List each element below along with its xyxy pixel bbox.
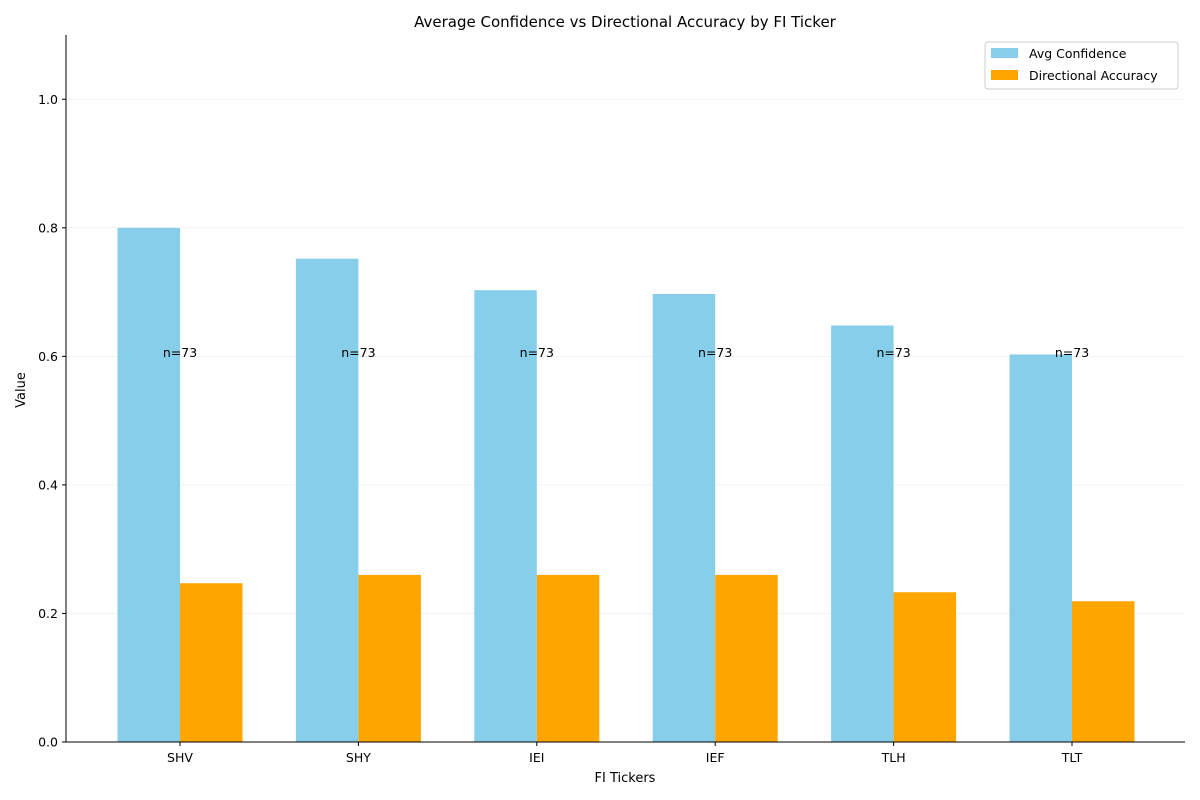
sample-size-label: n=73: [876, 345, 910, 360]
x-tick-label: SHY: [346, 750, 371, 765]
y-tick-label: 0.2: [38, 606, 58, 621]
bar-avg-confidence: [1009, 354, 1072, 742]
y-tick-label: 0.0: [38, 735, 58, 750]
sample-size-label: n=73: [698, 345, 732, 360]
x-tick-label: TLT: [1061, 750, 1083, 765]
sample-size-label: n=73: [520, 345, 554, 360]
annotations: n=73 n=73 n=73 n=73 n=73 n=73: [163, 345, 1089, 360]
legend-label-directional-accuracy: Directional Accuracy: [1029, 68, 1158, 83]
bar-directional-accuracy: [358, 574, 421, 742]
sample-size-label: n=73: [341, 345, 375, 360]
bars: [117, 227, 1135, 742]
legend: Avg Confidence Directional Accuracy: [984, 41, 1179, 90]
legend-label-avg-confidence: Avg Confidence: [1029, 46, 1127, 61]
legend-swatch-directional-accuracy: [991, 70, 1018, 80]
y-tick-label: 1.0: [38, 92, 58, 107]
chart-title: Average Confidence vs Directional Accura…: [414, 13, 837, 31]
y-ticks: 0.0 0.2 0.4 0.6 0.8 1.0: [38, 92, 66, 750]
bar-avg-confidence: [831, 325, 894, 742]
bar-directional-accuracy: [536, 574, 600, 742]
bar-directional-accuracy: [1072, 601, 1135, 742]
bar-avg-confidence: [652, 294, 716, 742]
legend-swatch-avg-confidence: [991, 48, 1018, 58]
x-ticks: SHV SHY IEI IEF TLH TLT: [167, 742, 1083, 765]
bar-directional-accuracy: [715, 574, 778, 742]
y-axis-label: Value: [14, 372, 29, 408]
y-tick-label: 0.4: [38, 477, 58, 492]
bar-avg-confidence: [474, 290, 537, 742]
sample-size-label: n=73: [163, 345, 197, 360]
bar-directional-accuracy: [893, 592, 957, 742]
x-tick-label: SHV: [167, 750, 193, 765]
x-tick-label: TLH: [881, 750, 906, 765]
x-tick-label: IEI: [529, 750, 544, 765]
x-tick-label: IEF: [706, 750, 725, 765]
bar-avg-confidence: [295, 258, 359, 742]
y-tick-label: 0.6: [38, 349, 58, 364]
legend-frame: [984, 41, 1179, 90]
y-tick-label: 0.8: [38, 220, 58, 235]
bar-directional-accuracy: [180, 583, 243, 742]
bar-avg-confidence: [117, 227, 180, 742]
x-axis-label: FI Tickers: [595, 771, 656, 786]
sample-size-label: n=73: [1055, 345, 1089, 360]
